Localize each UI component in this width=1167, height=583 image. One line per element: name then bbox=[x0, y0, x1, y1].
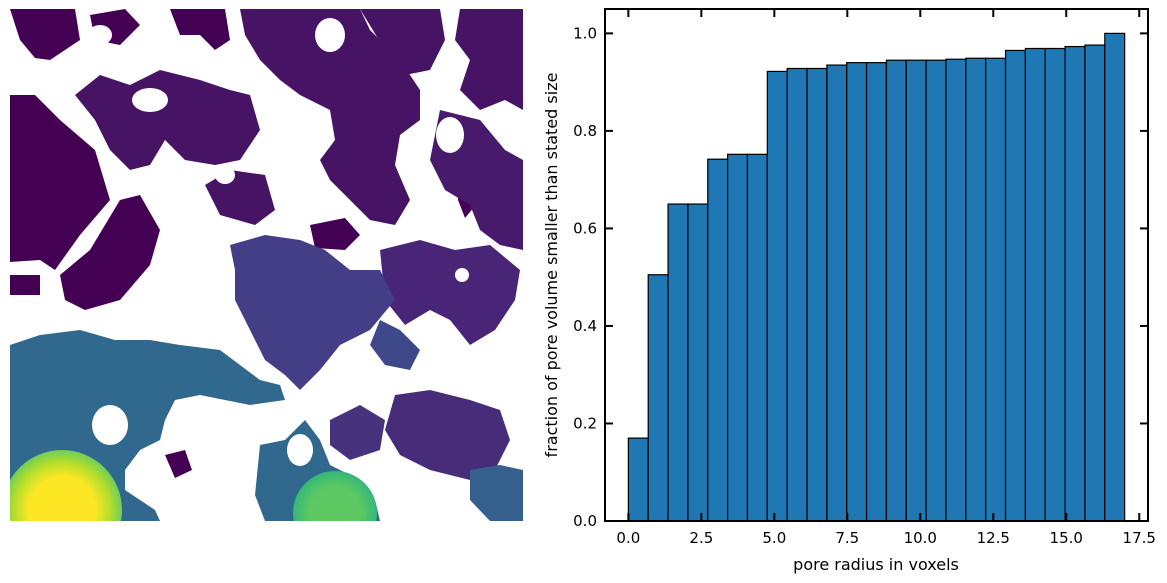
x-tick-label: 10.0 bbox=[904, 529, 937, 547]
histogram-bar bbox=[885, 59, 907, 522]
x-tick-label: 15.0 bbox=[1050, 529, 1083, 547]
pore-region bbox=[293, 471, 377, 521]
histogram-bar bbox=[746, 153, 768, 522]
x-tick-label: 5.0 bbox=[762, 529, 786, 547]
histogram-bar bbox=[1004, 49, 1026, 522]
histogram-bar bbox=[1044, 47, 1066, 522]
histogram-bar bbox=[766, 70, 788, 522]
histogram-bar bbox=[826, 64, 848, 522]
cumulative-pore-volume-chart: 0.0 2.5 5.0 7.5 10.0 12.5 15.0 17.5 0.00.20.40.… bbox=[542, 8, 1156, 574]
histogram-bar bbox=[627, 437, 649, 522]
pore-region bbox=[10, 9, 80, 60]
histogram-bar bbox=[647, 274, 669, 522]
histogram-bar bbox=[1024, 47, 1046, 522]
pore-region bbox=[360, 9, 445, 75]
histogram-bar bbox=[925, 59, 947, 522]
histogram-bar bbox=[985, 57, 1007, 522]
pore-region bbox=[10, 95, 110, 270]
pore-region bbox=[170, 9, 230, 50]
pore-region bbox=[310, 218, 360, 250]
pore-region bbox=[470, 465, 523, 521]
histogram-bar bbox=[707, 158, 729, 522]
y-axis: 0.0 0.2 0.4 0.6 0.8 1.0 bbox=[573, 24, 1148, 530]
histogram-bar bbox=[786, 67, 808, 522]
y-tick-label: 0.6 bbox=[573, 219, 597, 237]
y-tick-label: 0.4 bbox=[573, 317, 597, 335]
pore-size-map bbox=[10, 9, 523, 521]
x-tick-label: 17.5 bbox=[1123, 529, 1156, 547]
x-tick-label: 0.0 bbox=[616, 529, 640, 547]
pore-region bbox=[380, 240, 520, 345]
histogram-bar bbox=[1064, 45, 1086, 522]
x-axis: 0.0 2.5 5.0 7.5 10.0 12.5 15.0 17.5 bbox=[616, 9, 1156, 547]
pore-region bbox=[370, 320, 420, 370]
pore-region bbox=[10, 450, 122, 521]
pore-region bbox=[240, 9, 420, 225]
histogram-bar bbox=[905, 59, 927, 522]
pore-region bbox=[205, 170, 275, 225]
pore-region bbox=[230, 235, 395, 390]
histogram-bar bbox=[846, 62, 868, 522]
y-axis-label: fraction of pore volume smaller than sta… bbox=[542, 73, 561, 458]
histogram-bar bbox=[945, 58, 967, 522]
histogram-bar bbox=[1084, 44, 1106, 522]
y-tick-label: 0.0 bbox=[573, 512, 597, 530]
pore-region bbox=[385, 390, 510, 480]
y-tick-label: 0.8 bbox=[573, 122, 597, 140]
y-tick-label: 0.2 bbox=[573, 414, 597, 432]
plot-frame bbox=[604, 8, 1149, 522]
histogram-bar bbox=[965, 57, 987, 522]
histogram-bar bbox=[806, 67, 828, 522]
x-tick-label: 7.5 bbox=[835, 529, 859, 547]
x-tick-label: 2.5 bbox=[689, 529, 713, 547]
pore-region bbox=[455, 9, 523, 110]
histogram-bar bbox=[727, 153, 749, 522]
histogram-bar bbox=[667, 203, 689, 522]
pore-region bbox=[60, 195, 160, 310]
pore-region bbox=[10, 275, 40, 295]
pore-region bbox=[75, 70, 260, 170]
histogram-bar bbox=[687, 203, 709, 522]
histogram-bar bbox=[865, 62, 888, 522]
x-tick-label: 12.5 bbox=[977, 529, 1010, 547]
pore-region bbox=[330, 405, 385, 460]
bars-group bbox=[627, 32, 1126, 522]
histogram-bar bbox=[1104, 32, 1126, 522]
x-axis-label: pore radius in voxels bbox=[793, 555, 959, 574]
pore-region bbox=[165, 450, 192, 478]
y-tick-label: 1.0 bbox=[573, 24, 597, 42]
